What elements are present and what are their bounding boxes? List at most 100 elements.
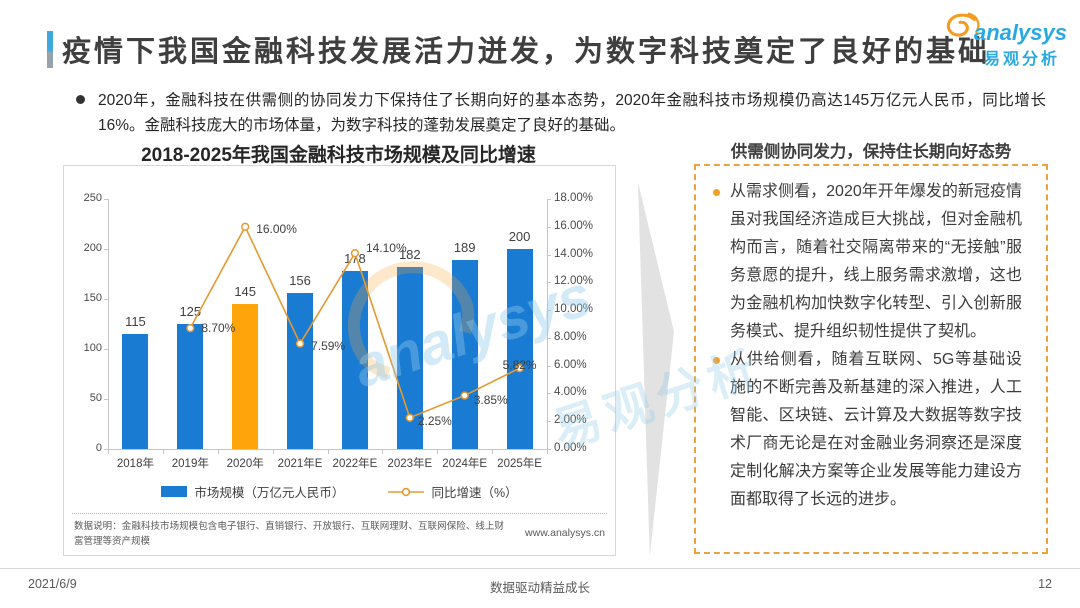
bar-value-label: 189 — [453, 240, 476, 255]
side-panel-bullet-demand: 从需求侧看，2020年开年爆发的新冠疫情虽对我国经济造成巨大挑战，但对金融机构而… — [710, 178, 1022, 346]
growth-point-label: 14.10% — [365, 241, 407, 256]
x-axis-category-label: 2019年 — [171, 458, 209, 470]
chart-title: 2018-2025年我国金融科技市场规模及同比增速 — [141, 145, 536, 166]
growth-point-label: 3.85% — [473, 392, 508, 407]
bar-value-label: 125 — [179, 304, 202, 319]
secondary-y-axis-tick-label: 10.00% — [554, 303, 594, 316]
x-axis-category-label: 2018年 — [116, 458, 154, 470]
bar-2021年E — [287, 293, 314, 449]
y-axis-tick — [104, 399, 108, 400]
footer-page-number: 12 — [1038, 577, 1052, 591]
bar-2024年E — [451, 260, 478, 449]
plot-area: 0 50 100 150 200 250 0.00% 2.00% 4.00% 6.00% 8.00%… — [64, 166, 615, 555]
logo-swirl-icon — [946, 12, 980, 37]
summary-bullet: 2020年，金融科技在供需侧的协同发力下保持住了长期向好的基本态势，2020年金… — [76, 88, 1046, 139]
x-axis-tick — [437, 450, 439, 454]
footer-date: 2021/6/9 — [28, 577, 77, 591]
bar-series-swatch — [161, 486, 188, 497]
y-axis-tick-label: 50 — [89, 392, 102, 404]
secondary-y-axis-tick-label: 18.00% — [554, 192, 594, 204]
footer-divider — [0, 568, 1080, 569]
secondary-y-axis-tick — [547, 337, 551, 339]
secondary-y-axis-tick-label: 8.00% — [554, 330, 587, 343]
x-axis-category-label: 2020年 — [226, 458, 264, 470]
brand-logo: analysys 易观分析 — [938, 8, 1074, 72]
bullet-dot-icon — [76, 95, 85, 104]
side-panel-bullet-supply: 从供给侧看，随着互联网、5G等基础设施的不断完善及新基建的深入推进，人工智能、区… — [710, 346, 1022, 514]
bar-value-label: 156 — [289, 273, 311, 288]
growth-point-label: 5.82% — [502, 358, 537, 373]
legend-label: 同比增速（%） — [431, 486, 518, 500]
y-axis-tick-label: 150 — [83, 292, 102, 304]
x-axis-category-label: 2024年E — [442, 458, 488, 470]
x-axis-tick — [217, 450, 219, 454]
bar-value-label: 200 — [508, 229, 531, 244]
legend-label: 市场规模（万亿元人民币） — [194, 486, 345, 500]
x-axis-tick — [492, 450, 494, 454]
y-axis-tick — [104, 349, 108, 350]
chart-panel: 0 50 100 150 200 250 0.00% 2.00% 4.00% 6.00% 8.00%… — [63, 165, 616, 556]
side-panel: 从需求侧看，2020年开年爆发的新冠疫情虽对我国经济造成巨大挑战，但对金融机构而… — [694, 164, 1048, 554]
logo-brand-text: analysys — [974, 20, 1067, 45]
x-axis-category-label: 2025年E — [497, 458, 542, 470]
summary-text: 2020年，金融科技在供需侧的协同发力下保持住了长期向好的基本态势，2020年金… — [98, 92, 1046, 135]
bar-2025年E — [506, 249, 533, 449]
y-axis-tick — [104, 199, 108, 200]
secondary-y-axis-tick — [547, 365, 551, 367]
chart-footnote: 数据说明：金融科技市场规模包含电子银行、直销银行、开放银行、互联网理财、互联网保… — [74, 521, 504, 547]
x-axis-tick — [327, 450, 329, 454]
secondary-y-axis-tick-label: 4.00% — [554, 386, 587, 399]
growth-point-label: 7.59% — [311, 338, 346, 353]
y-axis-tick — [104, 249, 108, 250]
bar-value-label: 145 — [234, 284, 257, 299]
page-title: 疫情下我国金融科技发展活力迸发，为数字科技奠定了良好的基础 — [62, 36, 991, 68]
footnote-divider — [72, 513, 607, 514]
x-axis-category-label: 2021年E — [277, 458, 323, 470]
y-axis-tick-label: 250 — [83, 192, 102, 204]
footer-slogan: 数据驱动精益成长 — [489, 581, 590, 595]
secondary-y-axis-tick-label: 14.00% — [554, 247, 594, 260]
secondary-y-axis-tick-label: 12.00% — [554, 275, 594, 288]
flow-arrow-shape — [637, 182, 674, 556]
secondary-y-axis-tick — [547, 199, 551, 200]
x-axis-tick — [382, 450, 384, 454]
bar-2020年 — [232, 304, 259, 449]
legend-item-market-size: 市场规模（万亿元人民币） — [161, 482, 344, 501]
y-axis-tick — [104, 299, 108, 300]
line-series-swatch — [388, 487, 425, 496]
secondary-y-axis-tick — [547, 310, 551, 312]
growth-point-label: 16.00% — [256, 221, 297, 236]
side-panel-title: 供需侧协同发力，保持住长期向好态势 — [730, 143, 1012, 161]
logo-brand-text-cn: 易观分析 — [984, 51, 1061, 68]
secondary-y-axis-tick — [547, 393, 551, 395]
y-axis-tick-label: 200 — [83, 242, 102, 254]
x-axis-tick — [272, 450, 274, 454]
bar-value-label: 115 — [125, 314, 146, 329]
x-axis-tick — [108, 450, 109, 454]
secondary-y-axis-tick-label: 0.00% — [554, 442, 587, 454]
secondary-y-axis-line — [547, 199, 548, 449]
x-axis-tick — [162, 450, 164, 454]
secondary-y-axis-tick-label: 2.00% — [554, 414, 587, 427]
y-axis-tick-label: 100 — [83, 342, 102, 354]
secondary-y-axis-tick — [547, 282, 551, 284]
secondary-y-axis-tick — [547, 449, 551, 450]
bar-2022年E — [341, 271, 368, 449]
secondary-y-axis-tick — [547, 421, 551, 423]
secondary-y-axis-tick — [547, 226, 551, 228]
x-axis-tick — [547, 450, 548, 454]
bar-2018年 — [122, 334, 149, 449]
legend-item-growth: 同比增速（%） — [388, 482, 518, 501]
bar-2019年 — [177, 324, 204, 449]
x-axis-category-label: 2022年E — [332, 458, 378, 470]
y-axis-tick-label: 0 — [95, 442, 102, 454]
x-axis-category-label: 2023年E — [387, 458, 433, 470]
chart-legend: 市场规模（万亿元人民币） 同比增速（%） — [64, 482, 615, 501]
x-axis-line — [108, 449, 548, 450]
line-marker — [241, 222, 250, 231]
growth-point-label: 2.25% — [417, 413, 452, 428]
secondary-y-axis-tick-label: 6.00% — [554, 358, 587, 371]
secondary-y-axis-tick-label: 16.00% — [554, 219, 594, 232]
growth-point-label: 8.70% — [201, 321, 236, 336]
